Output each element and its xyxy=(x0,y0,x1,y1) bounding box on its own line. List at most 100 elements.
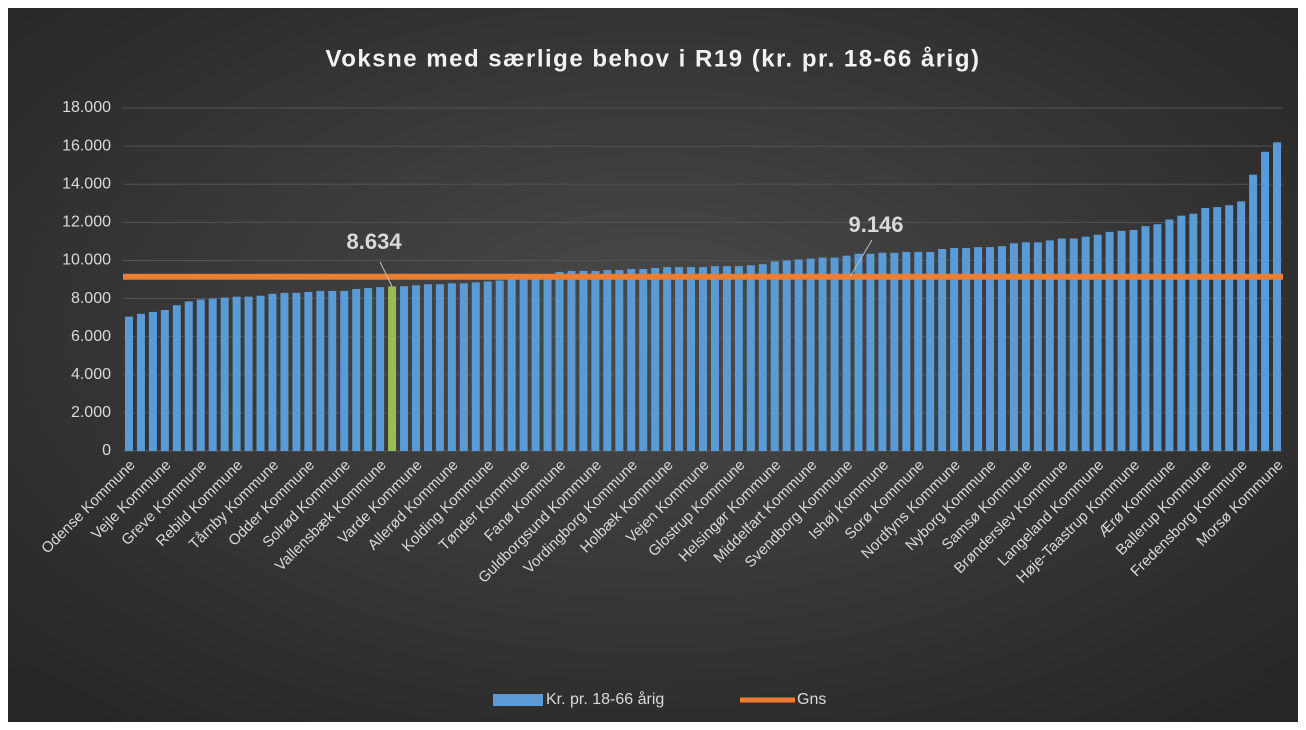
bar xyxy=(136,313,145,451)
bar xyxy=(292,292,301,451)
y-tick-label: 6.000 xyxy=(71,328,111,345)
bar xyxy=(280,292,289,451)
legend-swatch xyxy=(493,694,543,706)
bar xyxy=(639,269,648,451)
bar xyxy=(340,290,349,451)
bar xyxy=(459,283,468,451)
y-tick-label: 16.000 xyxy=(62,137,111,154)
bar xyxy=(818,257,827,451)
bar xyxy=(1213,207,1222,451)
bar xyxy=(1045,240,1054,451)
bar xyxy=(148,311,157,451)
bar xyxy=(603,269,612,451)
bar xyxy=(651,268,660,451)
bar xyxy=(423,284,432,451)
bar xyxy=(1177,215,1186,451)
bar xyxy=(555,271,564,451)
bar xyxy=(866,253,875,451)
bar xyxy=(1009,243,1018,451)
y-tick-label: 18.000 xyxy=(62,99,111,116)
bar xyxy=(364,288,373,451)
bar xyxy=(256,295,265,451)
bar xyxy=(435,284,444,451)
bar xyxy=(232,296,241,451)
legend-label: Kr. pr. 18-66 årig xyxy=(546,690,664,708)
data-label: 9.146 xyxy=(848,212,903,237)
bar xyxy=(483,281,492,451)
bar xyxy=(1153,224,1162,451)
bar xyxy=(1093,234,1102,451)
bar xyxy=(1057,238,1066,451)
bar xyxy=(388,286,397,451)
y-tick-label: 0 xyxy=(102,442,111,459)
bar xyxy=(1105,231,1114,451)
y-tick-label: 4.000 xyxy=(71,366,111,383)
bar xyxy=(890,252,899,451)
bar xyxy=(543,274,552,451)
bar xyxy=(1189,213,1198,451)
chart-title: Voksne med særlige behov i R19 (kr. pr. … xyxy=(326,45,981,72)
data-label: 8.634 xyxy=(347,229,403,254)
bar xyxy=(986,247,995,451)
bar xyxy=(1249,174,1258,451)
bar xyxy=(806,258,815,451)
bar xyxy=(1069,238,1078,451)
leader-line xyxy=(849,239,873,277)
bar xyxy=(268,293,277,451)
bar xyxy=(1273,142,1282,452)
bar xyxy=(304,291,313,451)
bar xyxy=(950,248,959,451)
bar xyxy=(220,297,229,451)
bar xyxy=(878,252,887,451)
bar xyxy=(1081,236,1090,451)
bar xyxy=(124,316,133,451)
bar xyxy=(244,296,253,451)
bar xyxy=(316,290,325,451)
bar xyxy=(687,267,696,451)
bar xyxy=(627,269,636,451)
bar xyxy=(758,264,767,451)
bar xyxy=(1141,226,1150,451)
bar xyxy=(400,286,409,451)
bar xyxy=(794,259,803,451)
bar xyxy=(1225,205,1234,451)
bar xyxy=(495,280,504,451)
leader-line xyxy=(379,261,393,287)
bar xyxy=(710,266,719,451)
bar xyxy=(411,285,420,451)
bar xyxy=(1033,242,1042,451)
bar xyxy=(1201,208,1210,451)
bar xyxy=(447,283,456,451)
bar xyxy=(997,246,1006,451)
bar xyxy=(1237,201,1246,451)
y-tick-label: 12.000 xyxy=(62,214,111,231)
bar xyxy=(1261,151,1270,452)
bar xyxy=(699,267,707,451)
bar xyxy=(1117,230,1126,451)
y-tick-label: 14.000 xyxy=(62,175,111,192)
bar xyxy=(722,266,731,451)
bar xyxy=(663,267,672,451)
bar xyxy=(1129,229,1138,451)
bar xyxy=(352,289,361,451)
bar xyxy=(902,251,911,451)
bar xyxy=(591,270,600,451)
bar xyxy=(531,277,540,451)
bar xyxy=(938,249,947,451)
bar xyxy=(926,251,935,451)
y-tick-label: 2.000 xyxy=(71,404,111,421)
y-tick-label: 10.000 xyxy=(62,252,111,269)
bar xyxy=(842,255,851,451)
bar xyxy=(579,270,588,451)
bar xyxy=(208,298,217,451)
bar xyxy=(471,282,480,451)
legend-label: Gns xyxy=(797,691,826,708)
bar xyxy=(734,266,743,451)
bar xyxy=(782,260,791,451)
bar xyxy=(675,267,684,451)
bar xyxy=(1165,219,1174,451)
bar xyxy=(172,305,181,451)
bar xyxy=(376,287,385,451)
